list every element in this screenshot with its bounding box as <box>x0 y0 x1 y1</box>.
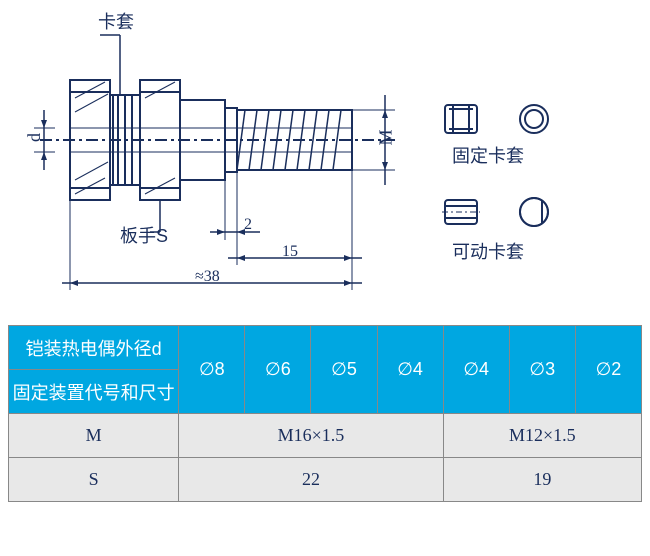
dim-15: 15 <box>282 243 298 261</box>
callout-ferrule: 卡套 <box>98 8 134 34</box>
dim-M: M <box>376 129 397 145</box>
cell-S19: 19 <box>443 458 641 502</box>
row-label-M: M <box>9 414 179 458</box>
col-d4a: ∅4 <box>377 326 443 414</box>
col-d3: ∅3 <box>509 326 575 414</box>
table-header-spec: 固定装置代号和尺寸 <box>9 370 179 414</box>
cell-S22: 22 <box>179 458 443 502</box>
table-row: M M16×1.5 M12×1.5 <box>9 414 642 458</box>
dim-d: d <box>24 133 45 142</box>
dim-2: 2 <box>244 216 252 234</box>
technical-diagram: 卡套 d M 板手S 2 15 ≈38 固定卡套 可动卡套 <box>0 0 650 310</box>
cell-M12: M12×1.5 <box>443 414 641 458</box>
table-header-diameter: 铠装热电偶外径d <box>9 326 179 370</box>
spec-table: 铠装热电偶外径d ∅8 ∅6 ∅5 ∅4 ∅4 ∅3 ∅2 固定装置代号和尺寸 … <box>8 325 642 502</box>
callout-fixed-ferrule: 固定卡套 <box>452 142 524 168</box>
table-row: S 22 19 <box>9 458 642 502</box>
row-label-S: S <box>9 458 179 502</box>
callout-wrench: 板手S <box>120 222 168 248</box>
col-d2: ∅2 <box>575 326 641 414</box>
callout-movable-ferrule: 可动卡套 <box>452 238 524 264</box>
dim-38: ≈38 <box>195 268 220 286</box>
col-d8: ∅8 <box>179 326 245 414</box>
col-d4b: ∅4 <box>443 326 509 414</box>
cell-M16: M16×1.5 <box>179 414 443 458</box>
col-d6: ∅6 <box>245 326 311 414</box>
col-d5: ∅5 <box>311 326 377 414</box>
